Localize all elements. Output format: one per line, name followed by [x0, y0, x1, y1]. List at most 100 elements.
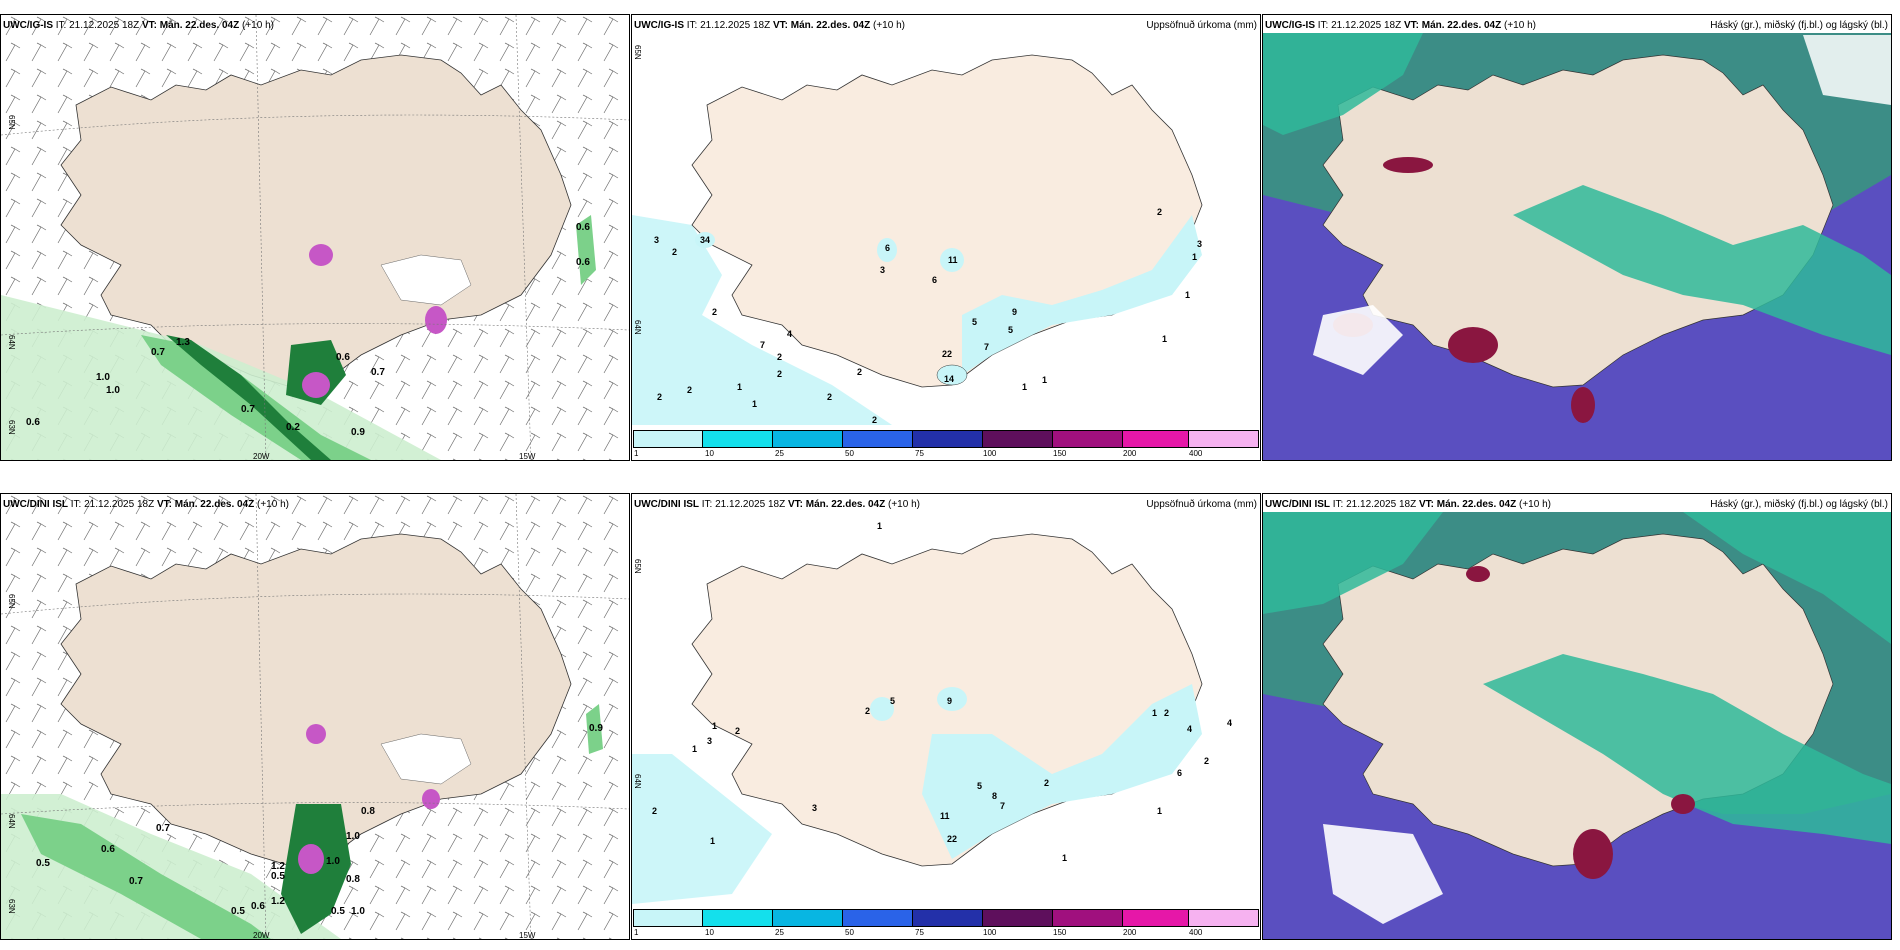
svg-text:0.5: 0.5: [271, 871, 285, 882]
svg-text:20W: 20W: [253, 452, 270, 460]
svg-text:64N: 64N: [633, 320, 642, 335]
cloud-map: [1263, 33, 1891, 460]
svg-text:64N: 64N: [633, 774, 642, 789]
field-title: Háský (gr.), miðský (fj.bl.) og lágský (…: [1710, 499, 1888, 510]
svg-text:0.5: 0.5: [36, 858, 50, 869]
precip-colorbar: 1 10 25 50 75 100 150 200 400: [633, 430, 1259, 458]
colorbar-segment: [703, 430, 773, 448]
svg-text:2: 2: [1044, 778, 1049, 788]
svg-text:2: 2: [735, 726, 740, 736]
svg-text:0.6: 0.6: [251, 901, 265, 912]
glacier-area: [380, 254, 472, 306]
svg-text:0.9: 0.9: [351, 427, 365, 438]
svg-text:2: 2: [657, 392, 662, 402]
low-cloud-cell: [1573, 829, 1613, 879]
svg-text:1.3: 1.3: [176, 337, 190, 348]
svg-text:15W: 15W: [519, 931, 536, 939]
precip-cell: [936, 364, 968, 386]
svg-text:3: 3: [812, 803, 817, 813]
snow-cell: [422, 789, 440, 809]
svg-text:0.7: 0.7: [129, 876, 143, 887]
colorbar-segment: [1123, 430, 1189, 448]
svg-text:9: 9: [947, 696, 952, 706]
colorbar-label: 400: [1189, 928, 1203, 937]
svg-text:3: 3: [1197, 239, 1202, 249]
svg-text:2: 2: [857, 367, 862, 377]
svg-text:1: 1: [1022, 382, 1027, 392]
high-cloud-ne: [1683, 512, 1891, 644]
glacier-area: [380, 733, 472, 785]
svg-text:1: 1: [1042, 375, 1047, 385]
colorbar-segment: [983, 909, 1053, 927]
svg-text:20W: 20W: [253, 931, 270, 939]
colorbar-segment: [1123, 909, 1189, 927]
svg-text:63N: 63N: [7, 899, 16, 914]
snow-cell: [306, 724, 326, 744]
svg-text:1: 1: [737, 382, 742, 392]
panel-title: UWC/IG-IS IT: 21.12.2025 18Z VT: Mán. 22…: [3, 20, 274, 31]
field-title: Háský (gr.), miðský (fj.bl.) og lágský (…: [1710, 20, 1888, 31]
colorbar-segment: [773, 909, 843, 927]
svg-text:34: 34: [700, 235, 710, 245]
colorbar-label: 75: [915, 449, 924, 458]
svg-text:64N: 64N: [7, 335, 16, 350]
svg-text:7: 7: [1000, 801, 1005, 811]
panel-title: UWC/IG-IS IT: 21.12.2025 18Z VT: Mán. 22…: [1265, 20, 1536, 31]
svg-text:0.6: 0.6: [101, 844, 115, 855]
svg-text:9: 9: [1012, 307, 1017, 317]
svg-text:1: 1: [1062, 853, 1067, 863]
snow-cell: [298, 844, 324, 874]
svg-text:2: 2: [777, 352, 782, 362]
colorbar-label: 200: [1123, 928, 1137, 937]
svg-text:1: 1: [710, 836, 715, 846]
panel-title: UWC/DINI ISL IT: 21.12.2025 18Z VT: Mán.…: [3, 499, 289, 510]
svg-text:1: 1: [1185, 290, 1190, 300]
colorbar-label: 25: [775, 928, 784, 937]
svg-text:1.0: 1.0: [96, 372, 110, 383]
svg-text:0.8: 0.8: [346, 874, 360, 885]
svg-text:5: 5: [977, 781, 982, 791]
svg-text:65N: 65N: [7, 115, 16, 130]
svg-text:1: 1: [1157, 806, 1162, 816]
clear-patch: [1803, 35, 1891, 105]
svg-text:0.6: 0.6: [26, 417, 40, 428]
svg-text:1: 1: [752, 399, 757, 409]
svg-text:1: 1: [712, 721, 717, 731]
field-title: Uppsöfnuð úrkoma (mm): [1146, 20, 1257, 31]
svg-text:1: 1: [1192, 252, 1197, 262]
svg-text:5: 5: [972, 317, 977, 327]
svg-text:2: 2: [652, 806, 657, 816]
colorbar-segment: [913, 430, 983, 448]
panel-dini-wind: UWC/DINI ISL IT: 21.12.2025 18Z VT: Mán.…: [0, 493, 630, 940]
svg-text:0.7: 0.7: [156, 823, 170, 834]
svg-text:2: 2: [712, 307, 717, 317]
colorbar-label: 150: [1053, 449, 1067, 458]
precip-cell: [695, 232, 715, 248]
precip-east: [586, 704, 603, 754]
svg-text:1.0: 1.0: [106, 385, 120, 396]
svg-text:4: 4: [1227, 718, 1232, 728]
colorbar-segment: [1053, 909, 1123, 927]
svg-text:6: 6: [932, 275, 937, 285]
panel-title: UWC/DINI ISL IT: 21.12.2025 18Z VT: Mán.…: [1265, 499, 1551, 510]
svg-text:15W: 15W: [519, 452, 536, 460]
svg-text:3: 3: [654, 235, 659, 245]
svg-text:2: 2: [687, 385, 692, 395]
svg-text:2: 2: [1157, 207, 1162, 217]
precip-colorbar: 1 10 25 50 75 100 150 200 400: [633, 909, 1259, 937]
low-cloud-cell: [1383, 157, 1433, 173]
panel-igis-clouds: UWC/IG-IS IT: 21.12.2025 18Z VT: Mán. 22…: [1262, 14, 1892, 461]
snow-cell: [425, 306, 447, 334]
svg-text:7: 7: [984, 342, 989, 352]
svg-text:11: 11: [940, 811, 950, 821]
svg-text:2: 2: [777, 369, 782, 379]
svg-text:0.7: 0.7: [151, 347, 165, 358]
precip-band-medium: [21, 814, 271, 939]
colorbar-segment: [1053, 430, 1123, 448]
colorbar-label: 25: [775, 449, 784, 458]
svg-text:65N: 65N: [633, 559, 642, 574]
iceland-landmass: [60, 533, 572, 867]
svg-text:4: 4: [1187, 724, 1192, 734]
svg-text:6: 6: [885, 243, 890, 253]
iceland-landmass: [691, 54, 1203, 388]
